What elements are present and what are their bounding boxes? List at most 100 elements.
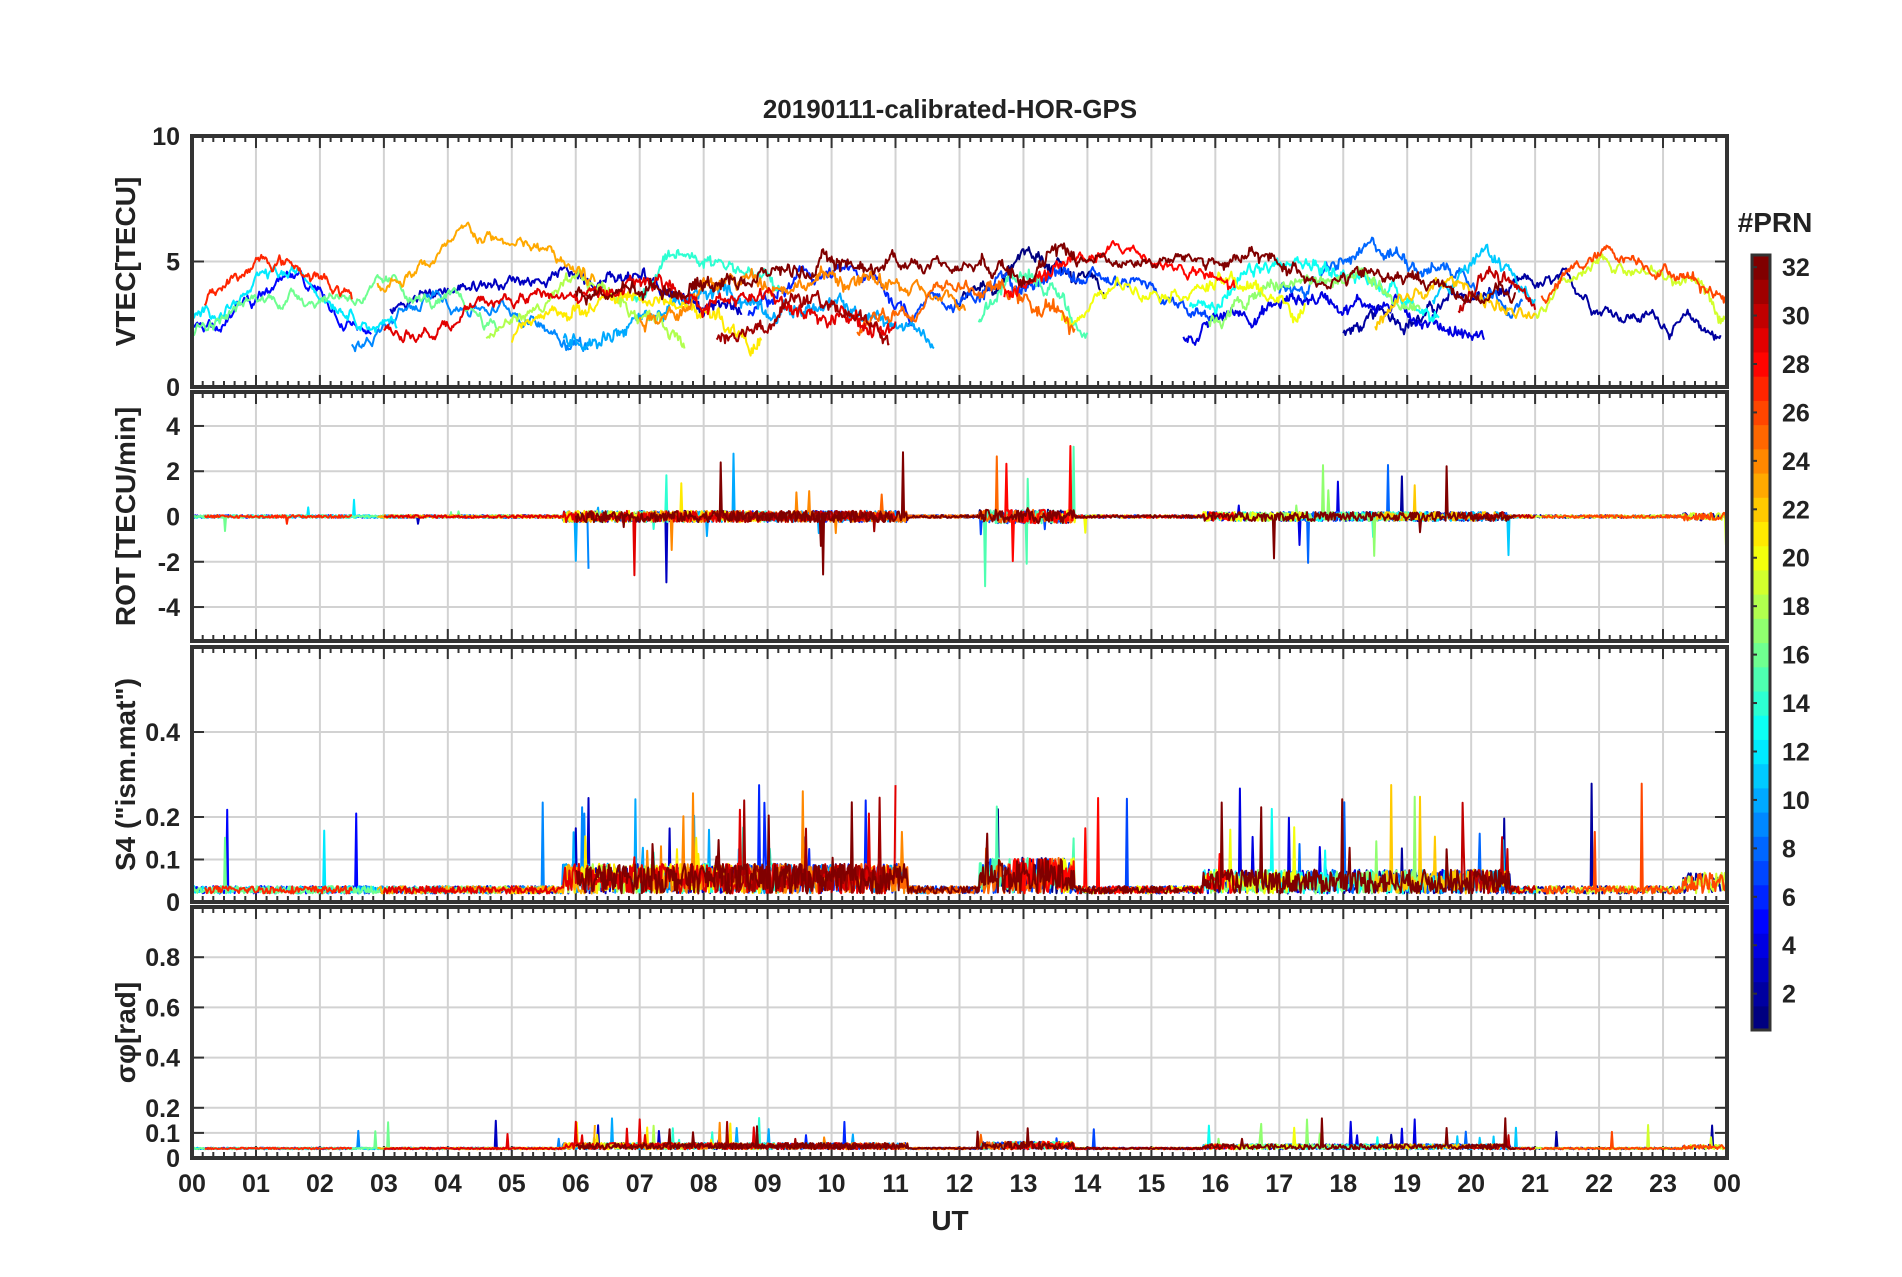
colorbar-band-prn-22 (1752, 497, 1770, 523)
trace-prn-22 (1374, 275, 1536, 331)
trace-prn-26 (1541, 1130, 1727, 1151)
trace-prn-7 (907, 266, 1216, 327)
x-tick-label: 15 (1137, 1170, 1165, 1198)
x-tick-label: 04 (434, 1170, 462, 1198)
colorbar-tick-label: 10 (1782, 787, 1810, 815)
colorbar-band-prn-20 (1752, 545, 1770, 571)
x-tick-label: 05 (498, 1170, 526, 1198)
x-tick-label: 17 (1265, 1170, 1293, 1198)
trace-prn-28 (1003, 240, 1236, 299)
traces (192, 221, 1727, 357)
panel-vtec: 0 5 10 VTEC[TECU] (110, 123, 1729, 402)
colorbar-tick-label: 2 (1782, 981, 1796, 1009)
y-tick-label: 0.4 (145, 1045, 180, 1073)
colorbar-band-prn-16 (1752, 642, 1770, 668)
trace-prn-2 (1342, 267, 1722, 341)
trace-prn-31 (715, 290, 890, 346)
x-tick-label: 09 (754, 1170, 782, 1198)
colorbar-band-prn-24 (1752, 448, 1770, 474)
x-tick-labels: 00 01 02 03 04 05 06 07 08 09 10 11 12 13 14 15 16 17 18 19… (178, 1170, 1741, 1198)
trace-prn-20 (1060, 270, 1306, 327)
colorbar-band-prn-6 (1752, 884, 1770, 910)
trace-prn-4 (1182, 291, 1485, 346)
axes-frame (190, 134, 1729, 389)
colorbar-band-prn-32 (1752, 255, 1770, 280)
traces (192, 445, 1727, 588)
colorbar-tick-label: 22 (1782, 496, 1810, 524)
trace-prn-6 (747, 259, 916, 330)
trace-prn-19 (1534, 253, 1727, 325)
colorbar-label: #PRN (1738, 207, 1813, 238)
y-tick-label: 4 (166, 413, 180, 441)
trace-prn-12 (192, 264, 398, 333)
y-tick-label: 0 (166, 1145, 180, 1173)
x-tick-label: 00 (1713, 1170, 1741, 1198)
trace-prn-27 (203, 253, 353, 306)
x-axis-label: UT (931, 1205, 968, 1236)
x-tick-label: 07 (626, 1170, 654, 1198)
colorbar-band-prn-11 (1752, 763, 1770, 789)
colorbar-band-prn-3 (1752, 957, 1770, 983)
colorbar-band-prn-27 (1752, 376, 1770, 401)
colorbar-tick-label: 28 (1782, 351, 1810, 379)
y-axis-label: ROT [TECU/min] (110, 407, 141, 626)
panel-rot: -4 -2 0 2 4 ROT [TECU/min] (110, 390, 1729, 643)
traces (192, 782, 1727, 895)
x-tick-label: 02 (306, 1170, 334, 1198)
colorbar-tick-label: 26 (1782, 399, 1810, 427)
y-tick-label: 10 (152, 123, 180, 151)
x-tick-label: 22 (1585, 1170, 1613, 1198)
chart-title: 20190111-calibrated-HOR-GPS (763, 94, 1137, 124)
trace-prn-27 (204, 1146, 353, 1151)
colorbar-band-prn-9 (1752, 812, 1770, 837)
trace-prn-29 (383, 273, 897, 344)
colorbar-band-prn-30 (1752, 303, 1770, 329)
trace-prn-32 (574, 242, 1516, 306)
axes-frame (190, 390, 1729, 643)
colorbar-band-prn-2 (1752, 981, 1770, 1007)
y-tick-label: 0.4 (145, 719, 180, 747)
y-tick-label: 0.1 (145, 1120, 180, 1148)
trace-prn-21 (510, 289, 763, 357)
colorbar-band-prn-21 (1752, 521, 1770, 547)
y-tick-label: 0.1 (145, 847, 180, 875)
trace-prn-15 (977, 268, 1089, 339)
colorbar-tick-label: 20 (1782, 545, 1810, 573)
x-tick-label: 21 (1521, 1170, 1549, 1198)
trace-prn-23 (376, 221, 596, 293)
colorbar-band-prn-13 (1752, 715, 1770, 740)
colorbar-band-prn-7 (1752, 860, 1770, 886)
x-tick-label: 20 (1457, 1170, 1485, 1198)
colorbar-tick-label: 18 (1782, 593, 1810, 621)
colorbar-band-prn-10 (1752, 787, 1770, 813)
colorbar: 32 30 28 26 24 22 20 18 16 14 12 10 8 6 4 2 (1750, 253, 1810, 1032)
y-tick-label: 0 (166, 504, 180, 532)
axes-frame (190, 645, 1729, 904)
y-tick-label: 0.2 (145, 804, 180, 832)
colorbar-frame (1750, 253, 1772, 1032)
trace-prn-27 (203, 885, 353, 895)
y-tick-label: 0.2 (145, 1095, 180, 1123)
colorbar-band-prn-8 (1752, 836, 1770, 862)
colorbar-tick-label: 8 (1782, 835, 1796, 863)
colorbar-band-prn-15 (1752, 666, 1770, 692)
trace-prn-32 (574, 451, 1517, 576)
y-tick-label: 0.6 (145, 994, 180, 1022)
colorbar-tick-label: 24 (1782, 448, 1810, 476)
x-tick-label: 01 (242, 1170, 270, 1198)
trace-prn-31 (715, 796, 891, 895)
y-tick-label: 0 (166, 374, 180, 402)
y-tick-label: 2 (166, 458, 180, 486)
trace-prn-16 (192, 274, 500, 337)
x-tick-label: 00 (178, 1170, 206, 1198)
colorbar-tick-label: 30 (1782, 303, 1810, 331)
trace-prn-26 (1541, 511, 1727, 522)
trace-prn-26 (1540, 244, 1727, 304)
colorbar-tick-label: 6 (1782, 884, 1796, 912)
colorbar-tick-label: 12 (1782, 738, 1810, 766)
trace-prn-27 (203, 514, 352, 525)
y-tick-label: -2 (158, 549, 180, 577)
trace-prn-32 (575, 798, 1517, 895)
x-tick-label: 16 (1201, 1170, 1229, 1198)
